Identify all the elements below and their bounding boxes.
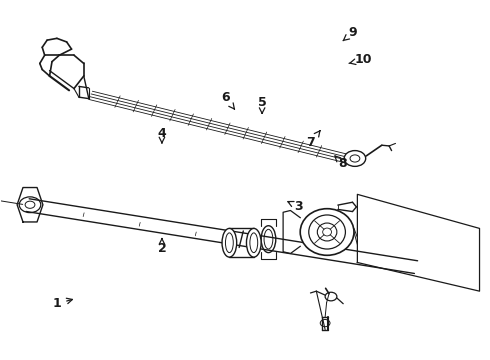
Text: 8: 8	[335, 156, 347, 170]
Text: 2: 2	[158, 238, 166, 255]
Text: 6: 6	[221, 91, 235, 109]
Text: 4: 4	[158, 127, 166, 143]
Text: 3: 3	[288, 201, 303, 213]
Circle shape	[344, 150, 366, 166]
Ellipse shape	[246, 228, 261, 257]
Ellipse shape	[300, 209, 354, 255]
Text: 5: 5	[258, 96, 267, 113]
Text: 9: 9	[343, 27, 357, 41]
Ellipse shape	[222, 228, 237, 257]
Text: 1: 1	[52, 297, 73, 310]
Text: 7: 7	[307, 131, 320, 149]
Text: 10: 10	[349, 53, 372, 66]
